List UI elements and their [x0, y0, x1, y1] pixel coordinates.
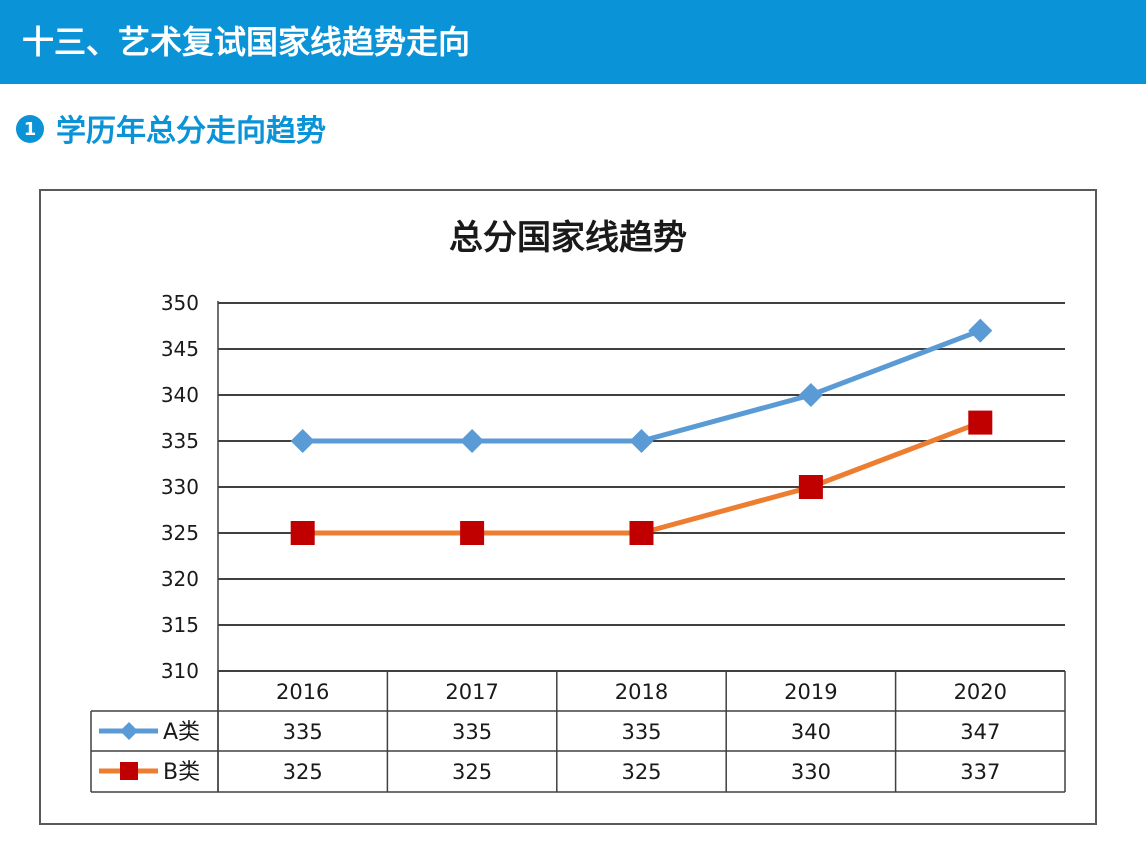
legend-label: A类 [163, 720, 200, 745]
chart-frame: 总分国家线趋势 310 315 320 325 330 335 340 345 350 2016 20… [39, 189, 1097, 825]
data-point-marker [968, 410, 993, 435]
line-chart: 总分国家线趋势 310 315 320 325 330 335 340 345 350 2016 20… [90, 218, 1066, 793]
y-tick-label: 325 [161, 521, 199, 545]
section-number-badge: 1 [16, 115, 44, 143]
data-point-marker [460, 429, 485, 453]
y-tick-label: 340 [161, 383, 199, 407]
data-table-value: 347 [960, 720, 1000, 744]
data-table-value: 330 [791, 760, 831, 784]
y-tick-label: 310 [161, 659, 199, 683]
y-tick-label: 335 [161, 429, 199, 453]
x-tick-label: 2019 [784, 680, 837, 704]
data-table-value: 337 [960, 760, 1000, 784]
y-tick-label: 345 [161, 337, 199, 361]
data-point-marker [290, 429, 315, 453]
page-title: 十三、艺术复试国家线趋势走向 [22, 23, 471, 61]
legend-swatch-marker [120, 762, 138, 780]
data-table-value: 340 [791, 720, 831, 744]
data-table-value: 335 [452, 720, 492, 744]
data-table-value: 325 [283, 760, 323, 784]
data-point-marker [290, 521, 315, 545]
data-point-marker [629, 521, 654, 545]
data-point-marker [460, 521, 485, 545]
y-tick-label: 320 [161, 567, 199, 591]
section-heading: 1 学历年总分走向趋势 [16, 108, 326, 149]
x-tick-label: 2018 [615, 680, 668, 704]
x-tick-label: 2016 [276, 680, 329, 704]
data-point-marker [968, 318, 993, 343]
y-tick-label: 315 [161, 613, 199, 637]
y-tick-label: 330 [161, 475, 199, 499]
y-tick-label: 350 [161, 291, 199, 315]
data-table-value: 335 [621, 720, 661, 744]
series-line [302, 328, 982, 444]
data-point-marker [798, 383, 823, 407]
data-table-value: 335 [283, 720, 323, 744]
data-point-marker [798, 475, 823, 499]
header-bar: 十三、艺术复试国家线趋势走向 [0, 0, 1146, 84]
data-point-marker [629, 429, 654, 453]
x-tick-label: 2017 [445, 680, 498, 704]
data-table-value: 325 [621, 760, 661, 784]
x-tick-label: 2020 [954, 680, 1007, 704]
chart-title: 总分国家线趋势 [449, 218, 687, 258]
section-title: 学历年总分走向趋势 [56, 114, 326, 149]
legend-label: B类 [163, 760, 200, 785]
legend-swatch-marker [120, 722, 138, 740]
data-table-value: 325 [452, 760, 492, 784]
